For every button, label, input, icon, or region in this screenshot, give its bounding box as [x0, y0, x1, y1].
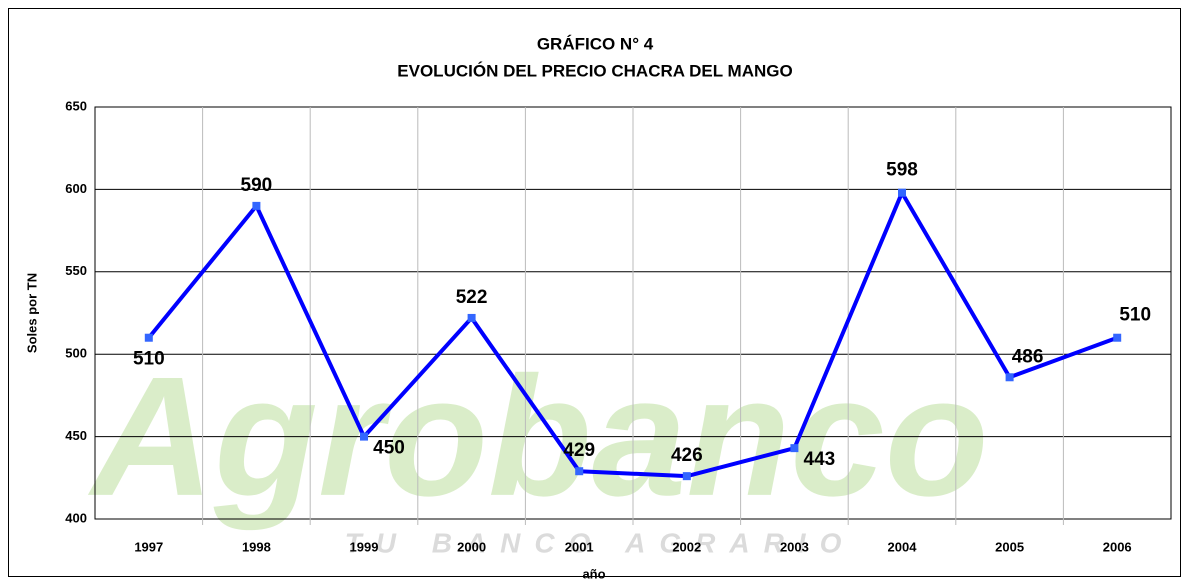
marker: [144, 333, 153, 342]
x-tick-label: 2002: [672, 539, 701, 554]
marker: [898, 188, 906, 197]
marker: [790, 444, 799, 453]
x-tick-label: 1999: [350, 539, 379, 554]
data-line: [147, 190, 1118, 479]
data-label: 522: [456, 287, 488, 308]
x-tick-label: 1998: [242, 539, 271, 554]
x-tick-label: 2001: [565, 539, 594, 554]
data-label: 510: [1119, 305, 1151, 326]
marker: [252, 201, 261, 210]
data-label: 429: [563, 440, 595, 461]
x-tick-label: 2005: [995, 539, 1024, 554]
data-label: 486: [1012, 346, 1044, 367]
data-label: 443: [804, 449, 836, 470]
chart-border: [8, 8, 1181, 577]
marker: [1005, 373, 1014, 382]
chart-title: GRÁFICO N° 4: [537, 34, 654, 53]
marker: [360, 432, 368, 441]
chart-subtitle: EVOLUCIÓN DEL PRECIO CHACRA DEL MANGO: [397, 61, 792, 80]
marker: [1113, 333, 1122, 342]
y-tick-label: 550: [65, 263, 87, 278]
data-label: 590: [241, 175, 273, 196]
x-tick-label: 2003: [780, 539, 809, 554]
x-tick-label: 2004: [888, 539, 918, 554]
data-label: 450: [373, 438, 405, 459]
y-tick-label: 650: [65, 98, 87, 113]
x-tick-label: 2000: [457, 539, 486, 554]
watermark-tagline: TU BANCO AGRARIO: [345, 527, 856, 558]
y-tick-label: 450: [65, 428, 87, 443]
y-tick-label: 600: [65, 181, 87, 196]
y-tick-label: 500: [65, 346, 87, 361]
data-label: 510: [133, 349, 165, 370]
x-tick-label: 2006: [1103, 539, 1132, 554]
marker: [682, 472, 691, 481]
y-axis-label: Soles por TN: [24, 273, 39, 353]
x-axis-label: año: [582, 566, 605, 581]
data-label: 426: [671, 445, 703, 466]
x-tick-label: 1997: [134, 539, 163, 554]
y-tick-label: 400: [65, 510, 87, 525]
marker: [467, 313, 476, 322]
marker: [575, 467, 584, 476]
data-label: 598: [886, 160, 918, 181]
